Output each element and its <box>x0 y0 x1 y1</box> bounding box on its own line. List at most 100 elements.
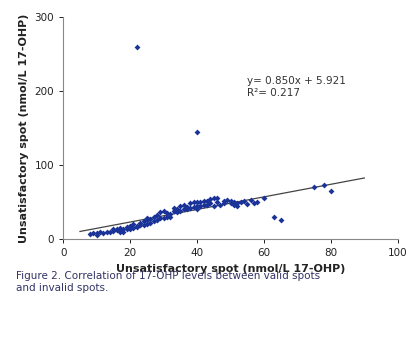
Point <box>87 231 93 237</box>
Point <box>154 217 160 222</box>
Point <box>180 207 187 212</box>
Point <box>217 202 224 208</box>
X-axis label: Unsatisfactory spot (nmol/L 17-OHP): Unsatisfactory spot (nmol/L 17-OHP) <box>116 264 345 274</box>
Point <box>107 229 113 234</box>
Point <box>207 201 214 206</box>
Point <box>90 231 97 236</box>
Point <box>207 196 214 202</box>
Point <box>191 204 197 210</box>
Point <box>160 216 167 221</box>
Point <box>130 221 137 227</box>
Point <box>200 202 207 208</box>
Point <box>144 216 150 221</box>
Point <box>93 231 100 236</box>
Point <box>110 228 117 234</box>
Point <box>234 201 240 206</box>
Point <box>197 204 204 209</box>
Point <box>187 201 194 206</box>
Point <box>211 195 217 200</box>
Point <box>261 196 267 201</box>
Point <box>130 225 137 231</box>
Point <box>328 188 334 194</box>
Point <box>137 222 144 228</box>
Point <box>133 44 140 49</box>
Point <box>124 224 130 230</box>
Point <box>227 201 234 206</box>
Point <box>194 204 200 209</box>
Point <box>211 204 217 209</box>
Point <box>164 214 170 220</box>
Point <box>144 221 150 227</box>
Point <box>174 210 180 215</box>
Point <box>137 220 144 225</box>
Point <box>194 129 200 134</box>
Point <box>140 219 147 224</box>
Point <box>237 199 244 205</box>
Point <box>251 201 257 206</box>
Point <box>321 182 328 188</box>
Point <box>157 210 164 215</box>
Point <box>157 216 164 221</box>
Point <box>177 208 184 214</box>
Point <box>160 208 167 214</box>
Point <box>97 230 103 235</box>
Point <box>144 218 150 223</box>
Point <box>180 202 187 208</box>
Point <box>154 213 160 218</box>
Point <box>227 198 234 203</box>
Point <box>184 207 190 212</box>
Point <box>254 199 261 205</box>
Point <box>224 197 231 202</box>
Point <box>171 205 177 211</box>
Point <box>177 204 184 209</box>
Point <box>117 230 123 235</box>
Point <box>184 204 190 210</box>
Point <box>204 202 211 208</box>
Point <box>127 225 133 231</box>
Point <box>241 198 247 203</box>
Point <box>113 226 120 231</box>
Point <box>150 219 157 224</box>
Point <box>150 214 157 220</box>
Point <box>127 224 133 229</box>
Point <box>194 199 200 205</box>
Point <box>124 227 130 232</box>
Point <box>311 184 317 190</box>
Point <box>244 201 251 207</box>
Point <box>187 205 194 211</box>
Point <box>147 216 153 222</box>
Point <box>120 226 127 231</box>
Point <box>104 229 110 234</box>
Point <box>191 199 197 205</box>
Point <box>234 204 240 209</box>
Point <box>140 222 147 228</box>
Point <box>110 227 117 232</box>
Point <box>247 197 254 202</box>
Point <box>204 198 211 203</box>
Point <box>120 229 127 234</box>
Point <box>117 227 123 232</box>
Point <box>231 199 237 205</box>
Point <box>133 223 140 228</box>
Point <box>127 227 133 232</box>
Point <box>277 218 284 223</box>
Point <box>221 198 227 203</box>
Text: y= 0.850x + 5.921
R²= 0.217: y= 0.850x + 5.921 R²= 0.217 <box>247 76 346 98</box>
Point <box>174 207 180 212</box>
Point <box>117 225 123 231</box>
Point <box>231 202 237 208</box>
Text: Figure 2. Correlation of 17-OHP levels between valid spots
and invalid spots.: Figure 2. Correlation of 17-OHP levels b… <box>16 271 320 293</box>
Point <box>93 233 100 238</box>
Point <box>194 207 200 212</box>
Point <box>214 195 220 200</box>
Point <box>100 231 106 236</box>
Point <box>271 214 277 220</box>
Point <box>221 201 227 206</box>
Point <box>167 211 173 217</box>
Point <box>113 227 120 233</box>
Point <box>164 211 170 216</box>
Point <box>197 199 204 205</box>
Point <box>147 220 153 225</box>
Point <box>214 199 220 205</box>
Y-axis label: Unsatisfactory spot (nmol/L 17-OHP): Unsatisfactory spot (nmol/L 17-OHP) <box>19 13 29 243</box>
